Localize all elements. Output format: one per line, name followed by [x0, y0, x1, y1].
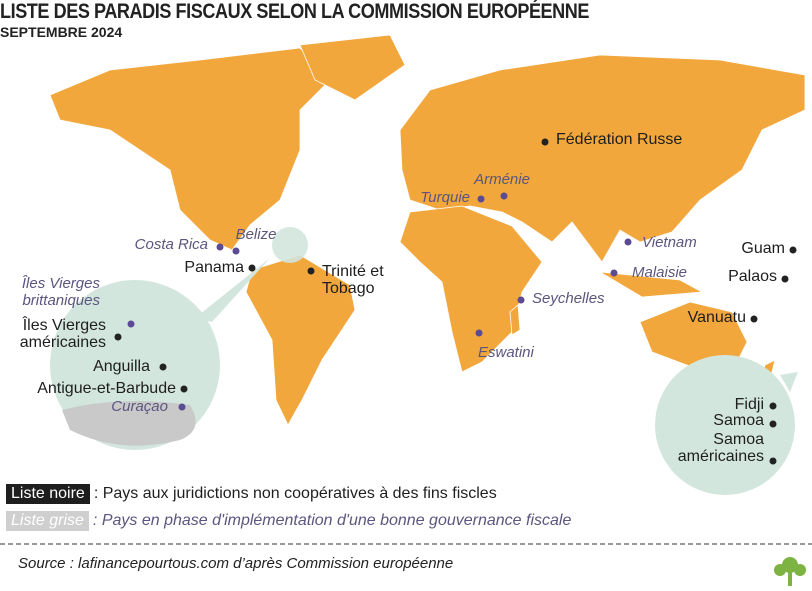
- marker-dot: [610, 269, 618, 277]
- marker-dot: [750, 315, 758, 323]
- marker-label: Samoa: [713, 412, 764, 429]
- legend-key: Liste noire: [6, 484, 90, 504]
- marker-dots: [114, 138, 797, 465]
- marker-dot: [114, 333, 122, 341]
- title: LISTE DES PARADIS FISCAUX SELON LA COMMI…: [0, 0, 590, 23]
- marker-label: Arménie: [474, 171, 530, 188]
- marker-label: Turquie: [420, 189, 470, 206]
- marker-label: Malaisie: [632, 264, 688, 281]
- zoom-caribbean: [272, 227, 308, 263]
- legend-key: Liste grise: [6, 511, 89, 531]
- marker-label: Fidji: [734, 396, 764, 413]
- zoom-circle-right: [655, 355, 795, 495]
- marker-dot: [769, 420, 777, 428]
- marker-dot: [477, 195, 485, 203]
- legend-text: : Pays aux juridictions non coopératives…: [93, 485, 497, 502]
- marker-dot: [232, 247, 240, 255]
- marker-label: Îles Vierges américaines: [19, 317, 106, 351]
- marker-dot: [248, 264, 256, 272]
- marker-label: Îles Vierges brittaniques: [21, 275, 100, 309]
- marker-dot: [475, 329, 483, 337]
- marker-label: Samoa américaines: [677, 431, 764, 465]
- marker-label: Eswatini: [478, 344, 534, 361]
- zoom-land: [62, 401, 196, 446]
- source: Source : lafinancepourtous.com d’après C…: [18, 555, 454, 572]
- marker-label: Curaçao: [111, 398, 168, 415]
- marker-label: Costa Rica: [134, 236, 208, 253]
- marker-dot: [517, 296, 525, 304]
- legend-item: Liste noire : Pays aux juridictions non …: [6, 484, 497, 504]
- marker-dot: [789, 246, 797, 254]
- marker-label: Fédération Russe: [556, 131, 683, 148]
- marker-label: Vanuatu: [687, 309, 746, 326]
- marker-dot: [216, 243, 224, 251]
- marker-dot: [127, 320, 135, 328]
- marker-label: Antigue-et-Barbude: [37, 380, 176, 397]
- legend-text: : Pays en phase d'implémentation d'une b…: [92, 512, 572, 529]
- marker-dot: [769, 402, 777, 410]
- marker-label: Trinité et Tobago: [322, 263, 384, 297]
- marker-dot: [500, 192, 508, 200]
- marker-label: Panama: [184, 259, 244, 276]
- legend-item: Liste grise : Pays en phase d'implémenta…: [6, 511, 571, 531]
- marker-label: Guam: [741, 240, 785, 257]
- continents: [49, 34, 806, 426]
- marker-dot: [307, 267, 315, 275]
- marker-dot: [178, 403, 186, 411]
- logo: [774, 557, 806, 586]
- marker-dot: [624, 238, 632, 246]
- marker-label: Palaos: [728, 268, 777, 285]
- subtitle: SEPTEMBRE 2024: [0, 24, 123, 40]
- marker-dot: [769, 457, 777, 465]
- marker-dot: [159, 363, 167, 371]
- zoom-pointer: [195, 258, 270, 322]
- marker-label: Belize: [235, 226, 277, 243]
- marker-label: Anguilla: [93, 358, 150, 375]
- marker-dot: [180, 385, 188, 393]
- marker-dot: [541, 138, 549, 146]
- marker-label: Vietnam: [642, 234, 697, 251]
- marker-dot: [781, 275, 789, 283]
- marker-label: Seychelles: [532, 290, 605, 307]
- zoom-pointer: [780, 372, 798, 392]
